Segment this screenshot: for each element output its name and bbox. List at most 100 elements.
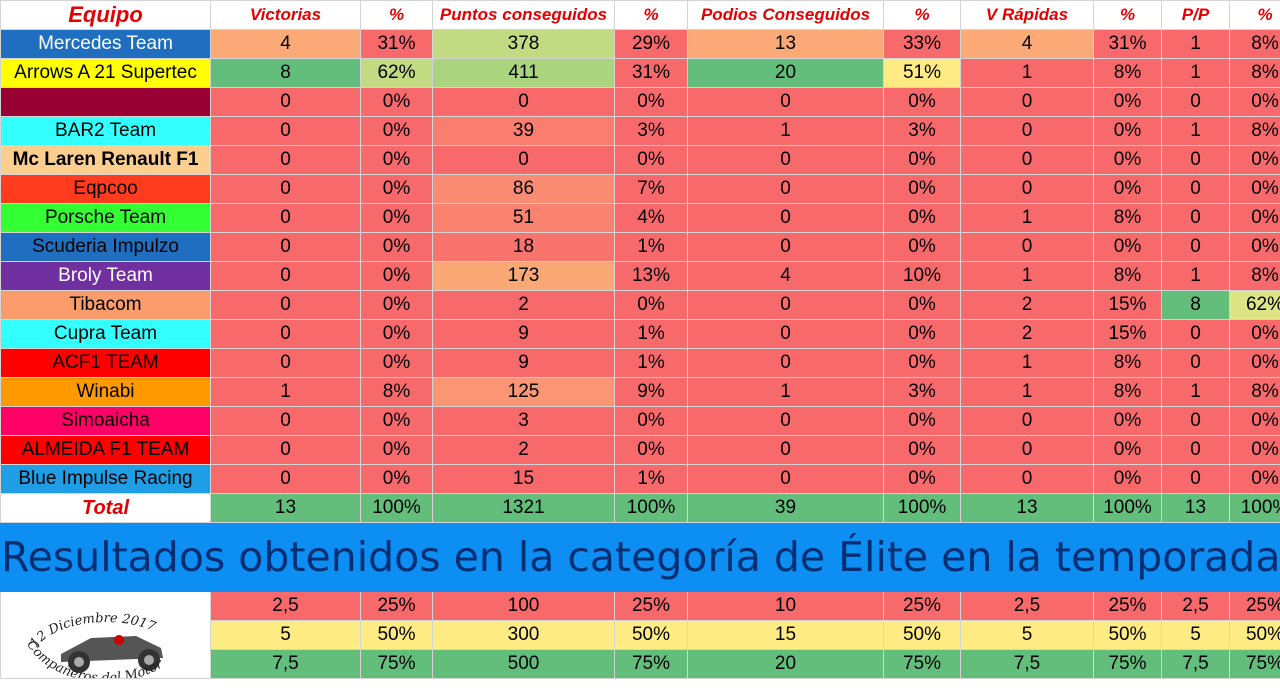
- stat-cell[interactable]: 62%: [1229, 290, 1280, 320]
- stat-cell[interactable]: 31%: [360, 29, 433, 59]
- stat-cell[interactable]: 29%: [614, 29, 688, 59]
- threshold-cell[interactable]: 50%: [614, 620, 688, 650]
- stat-cell[interactable]: 0%: [883, 348, 961, 378]
- team-name-cell[interactable]: ACF1 TEAM: [0, 348, 211, 378]
- total-cell[interactable]: 13: [1161, 493, 1230, 523]
- stat-cell[interactable]: 3%: [614, 116, 688, 146]
- stat-cell[interactable]: 0: [210, 116, 361, 146]
- total-cell[interactable]: 100%: [614, 493, 688, 523]
- stat-cell[interactable]: 18: [432, 232, 615, 262]
- team-name-cell[interactable]: Broly Team: [0, 261, 211, 291]
- stat-cell[interactable]: 0%: [614, 435, 688, 465]
- stat-cell[interactable]: 0%: [360, 290, 433, 320]
- threshold-cell[interactable]: 25%: [1093, 591, 1162, 621]
- stat-cell[interactable]: 0: [1161, 87, 1230, 117]
- threshold-cell[interactable]: 7,5: [210, 649, 361, 679]
- threshold-cell[interactable]: 75%: [614, 649, 688, 679]
- stat-cell[interactable]: 8%: [1229, 261, 1280, 291]
- team-name-cell[interactable]: Porsche Team: [0, 203, 211, 233]
- threshold-cell[interactable]: 50%: [1093, 620, 1162, 650]
- stat-cell[interactable]: 0%: [360, 87, 433, 117]
- team-name-cell[interactable]: Blue Impulse Racing: [0, 464, 211, 494]
- stat-cell[interactable]: 2: [432, 290, 615, 320]
- stat-cell[interactable]: 8%: [1229, 29, 1280, 59]
- stat-cell[interactable]: 13: [687, 29, 884, 59]
- stat-cell[interactable]: 0: [432, 87, 615, 117]
- stat-cell[interactable]: 173: [432, 261, 615, 291]
- stat-cell[interactable]: 20: [687, 58, 884, 88]
- stat-cell[interactable]: 7%: [614, 174, 688, 204]
- stat-cell[interactable]: 0%: [1093, 464, 1162, 494]
- stat-cell[interactable]: 1: [960, 348, 1094, 378]
- stat-cell[interactable]: 0%: [360, 435, 433, 465]
- stat-cell[interactable]: 0%: [1093, 87, 1162, 117]
- stat-cell[interactable]: 1%: [614, 319, 688, 349]
- stat-cell[interactable]: 0%: [883, 406, 961, 436]
- stat-cell[interactable]: 0: [1161, 406, 1230, 436]
- stat-cell[interactable]: 0%: [360, 145, 433, 175]
- total-cell[interactable]: 100%: [1229, 493, 1280, 523]
- threshold-cell[interactable]: 50%: [360, 620, 433, 650]
- header-cell[interactable]: P/P: [1161, 0, 1230, 30]
- stat-cell[interactable]: 4: [960, 29, 1094, 59]
- threshold-cell[interactable]: 50%: [1229, 620, 1280, 650]
- stat-cell[interactable]: 2: [960, 319, 1094, 349]
- stat-cell[interactable]: 0: [960, 145, 1094, 175]
- stat-cell[interactable]: 0: [210, 203, 361, 233]
- header-cell[interactable]: %: [883, 0, 961, 30]
- stat-cell[interactable]: 9%: [614, 377, 688, 407]
- threshold-cell[interactable]: 75%: [360, 649, 433, 679]
- stat-cell[interactable]: 0%: [360, 174, 433, 204]
- stat-cell[interactable]: 0%: [883, 232, 961, 262]
- stat-cell[interactable]: 62%: [360, 58, 433, 88]
- stat-cell[interactable]: 1%: [614, 464, 688, 494]
- stat-cell[interactable]: 0: [1161, 174, 1230, 204]
- header-cell[interactable]: %: [360, 0, 433, 30]
- stat-cell[interactable]: 1: [960, 377, 1094, 407]
- stat-cell[interactable]: 0%: [1229, 435, 1280, 465]
- stat-cell[interactable]: 0%: [1093, 232, 1162, 262]
- stat-cell[interactable]: 0%: [883, 174, 961, 204]
- stat-cell[interactable]: 8%: [1093, 348, 1162, 378]
- header-cell[interactable]: %: [1229, 0, 1280, 30]
- threshold-cell[interactable]: 25%: [360, 591, 433, 621]
- stat-cell[interactable]: 1: [210, 377, 361, 407]
- stat-cell[interactable]: 8: [1161, 290, 1230, 320]
- stat-cell[interactable]: 8%: [1093, 203, 1162, 233]
- total-cell[interactable]: 100%: [360, 493, 433, 523]
- stat-cell[interactable]: 0: [1161, 348, 1230, 378]
- stat-cell[interactable]: 1%: [614, 348, 688, 378]
- stat-cell[interactable]: 0%: [1229, 464, 1280, 494]
- stat-cell[interactable]: 33%: [883, 29, 961, 59]
- stat-cell[interactable]: 0: [687, 145, 884, 175]
- stat-cell[interactable]: 0: [960, 464, 1094, 494]
- stat-cell[interactable]: 0%: [360, 406, 433, 436]
- stat-cell[interactable]: 0: [210, 261, 361, 291]
- stat-cell[interactable]: 0%: [360, 348, 433, 378]
- threshold-cell[interactable]: 15: [687, 620, 884, 650]
- stat-cell[interactable]: 0%: [1229, 145, 1280, 175]
- threshold-cell[interactable]: 5: [210, 620, 361, 650]
- stat-cell[interactable]: 0: [1161, 464, 1230, 494]
- team-name-cell[interactable]: Winabi: [0, 377, 211, 407]
- stat-cell[interactable]: 0: [210, 435, 361, 465]
- stat-cell[interactable]: 1: [1161, 377, 1230, 407]
- header-team[interactable]: Equipo: [0, 0, 211, 30]
- stat-cell[interactable]: 1: [1161, 29, 1230, 59]
- stat-cell[interactable]: 3%: [883, 116, 961, 146]
- stat-cell[interactable]: 0%: [614, 406, 688, 436]
- stat-cell[interactable]: 0%: [1229, 174, 1280, 204]
- stat-cell[interactable]: 0: [210, 464, 361, 494]
- stat-cell[interactable]: 0: [210, 290, 361, 320]
- stat-cell[interactable]: 9: [432, 319, 615, 349]
- stat-cell[interactable]: 1: [1161, 116, 1230, 146]
- stat-cell[interactable]: 4: [210, 29, 361, 59]
- stat-cell[interactable]: 0: [687, 406, 884, 436]
- stat-cell[interactable]: 0: [1161, 145, 1230, 175]
- stat-cell[interactable]: 0: [687, 232, 884, 262]
- threshold-cell[interactable]: 75%: [883, 649, 961, 679]
- stat-cell[interactable]: 9: [432, 348, 615, 378]
- threshold-cell[interactable]: 300: [432, 620, 615, 650]
- team-name-cell[interactable]: Mc Laren Renault F1: [0, 145, 211, 175]
- stat-cell[interactable]: 125: [432, 377, 615, 407]
